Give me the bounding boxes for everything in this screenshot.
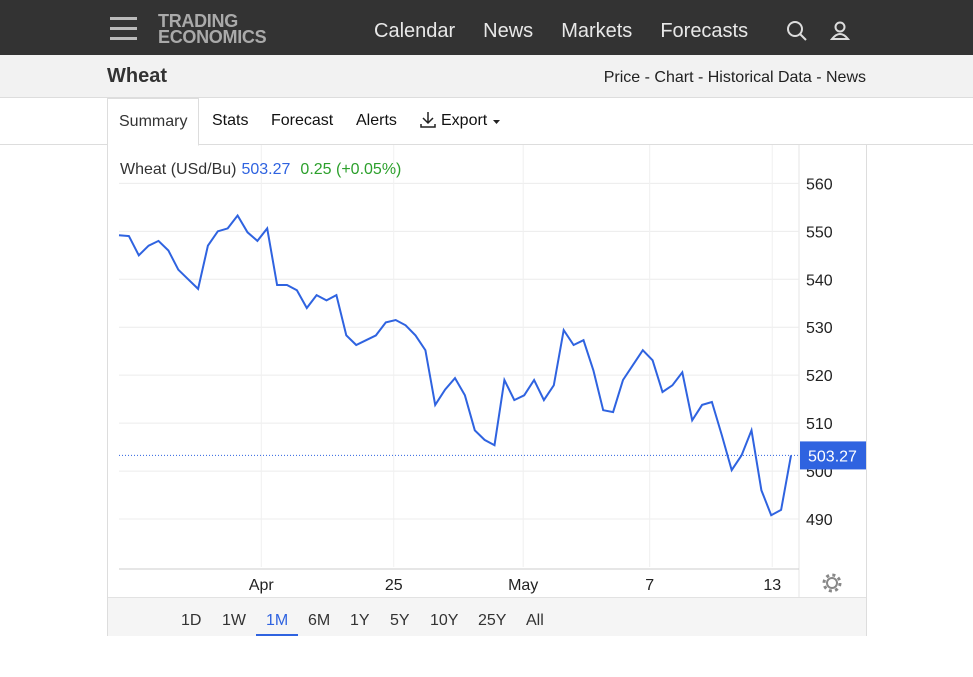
last-price-tag [800,441,866,470]
price-line [118,213,792,517]
nav-links: Calendar News Markets Forecasts [360,20,762,43]
y-tick-label: 550 [806,224,833,241]
logo[interactable]: TRADING ECONOMICS [158,11,267,47]
y-tick-label: 520 [806,368,833,385]
nav-icons [787,21,851,41]
header: Wheat Price - Chart - Historical Data - … [0,55,973,98]
y-tick-label: 490 [806,512,833,529]
range-button[interactable]: 1D [181,612,202,629]
settings-icon[interactable] [822,573,842,593]
tab[interactable]: Alerts [356,112,397,129]
caret [493,120,500,124]
y-tick-label: 540 [806,272,833,289]
nav-bar: TRADING ECONOMICS Calendar News Markets Fore… [0,0,973,55]
y-tick-label: 530 [806,320,833,337]
menu-button[interactable] [110,17,137,47]
change: 0.25 (+0.05%) [300,161,401,178]
range-button[interactable]: 1M [256,612,299,636]
tab[interactable]: Stats [212,112,249,129]
range-bar: 1D 1W 1M 6M 1Y 5Y 10Y 25Y All [108,597,866,636]
nav-link[interactable]: Markets [561,20,633,42]
nav-link[interactable]: News [483,20,534,42]
chart-box: 490 500 510 520 530 540 550 560 Apr 25 May 7 13 503.2… [107,145,867,636]
range-button[interactable]: 25Y [478,612,507,629]
nav-link[interactable]: Calendar [374,20,456,42]
x-tick-label: Apr [249,577,275,594]
range-button[interactable]: All [526,612,544,629]
range-button[interactable]: 5Y [390,612,410,629]
y-tick-label: 510 [806,416,833,433]
range-button[interactable]: 1W [222,612,246,629]
y-tick-label: 560 [806,176,833,193]
user-icon[interactable] [829,21,851,40]
gear-ring [826,577,838,589]
nav-link[interactable]: Forecasts [660,20,749,42]
tab[interactable]: Export [441,112,488,129]
range-button[interactable]: 6M [308,612,331,629]
range-button[interactable]: 1Y [350,612,370,629]
gear-teeth [822,573,842,593]
range-button[interactable]: 10Y [430,612,459,629]
header-links[interactable]: Price - Chart - Historical Data - News [603,69,866,86]
search-icon[interactable] [787,21,807,41]
x-tick-label: 7 [645,577,654,594]
tabs: Summary Stats Forecast Alerts Export [0,98,973,146]
tab[interactable]: Forecast [271,112,334,129]
last-price-label: 503.27 [808,448,857,465]
series-label: Wheat (USd/Bu) 503.27 0.25 (+0.05%) [120,161,401,178]
tab[interactable]: Summary [107,98,200,146]
x-tick-label: 25 [385,577,403,594]
download-icon [420,112,436,128]
page-title: Wheat [107,65,167,87]
last-value: 503.27 [241,161,290,178]
x-tick-label: 13 [763,577,781,594]
x-tick-label: May [508,577,538,594]
series-name: Wheat (USd/Bu) [120,161,236,178]
